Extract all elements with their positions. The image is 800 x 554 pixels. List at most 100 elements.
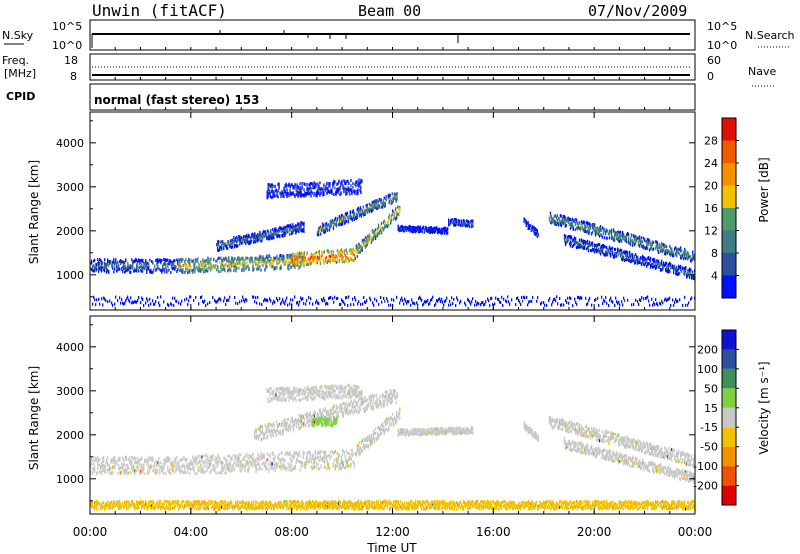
power-echo-cell xyxy=(654,240,657,244)
power-echo-cell xyxy=(373,202,375,205)
power-echo-cell xyxy=(290,193,292,197)
power-echo-cell xyxy=(375,201,377,205)
power-echo-cell xyxy=(287,303,289,307)
power-echo-cell xyxy=(445,299,447,303)
power-echo-cell xyxy=(170,259,172,263)
velocity-echo-cell xyxy=(315,461,317,465)
power-echo-cell xyxy=(234,245,236,249)
power-echo-cell xyxy=(560,224,563,228)
power-echo-cell xyxy=(661,247,663,251)
power-echo-cell xyxy=(326,227,329,231)
power-echo-cell xyxy=(246,298,248,302)
power-echo-cell xyxy=(261,263,263,266)
power-echo-cell xyxy=(624,259,626,262)
power-echo-cell xyxy=(321,225,324,229)
power-echo-cell xyxy=(344,186,346,190)
power-echo-cell xyxy=(392,213,394,217)
velocity-echo-cell xyxy=(128,458,130,462)
power-echo-cell xyxy=(299,252,301,256)
power-echo-cell xyxy=(692,250,694,254)
power-colorbar-swatch xyxy=(722,140,736,163)
velocity-echo-cell xyxy=(288,466,290,470)
power-echo-cell xyxy=(209,266,211,270)
power-echo-cell xyxy=(349,211,351,215)
power-echo-cell xyxy=(687,303,689,307)
power-echo-cell xyxy=(187,267,189,271)
power-echo-cell xyxy=(318,191,320,195)
velocity-echo-cell xyxy=(188,461,190,465)
power-echo-cell xyxy=(404,225,406,229)
power-echo-cell xyxy=(208,257,210,261)
power-echo-cell xyxy=(470,220,472,224)
power-echo-cell xyxy=(675,267,677,271)
power-echo-cell xyxy=(233,240,235,244)
power-echo-cell xyxy=(105,262,107,266)
power-echo-cell xyxy=(361,211,363,215)
power-echo-cell xyxy=(357,246,359,250)
power-echo-cell xyxy=(374,199,376,203)
power-echo-cell xyxy=(244,239,246,243)
velocity-echo-cell xyxy=(131,467,133,471)
velocity-echo-cell xyxy=(232,454,234,458)
power-echo-cell xyxy=(101,264,103,268)
power-echo-cell xyxy=(671,249,673,253)
velocity-echo-cell xyxy=(210,469,212,473)
power-echo-cell xyxy=(111,262,113,266)
power-echo-cell xyxy=(489,304,491,308)
power-echo-cell xyxy=(171,261,173,265)
power-echo-cell xyxy=(339,222,342,226)
power-echo-cell xyxy=(468,220,470,224)
power-echo-cell xyxy=(309,184,311,188)
velocity-echo-cell xyxy=(242,458,244,462)
power-echo-cell xyxy=(393,193,395,197)
power-echo-cell xyxy=(163,268,165,272)
power-colorbar-swatch xyxy=(722,208,736,231)
power-echo-cell xyxy=(163,258,165,261)
power-echo-cell xyxy=(491,296,493,300)
power-echo-cell xyxy=(527,226,529,230)
power-echo-cell xyxy=(337,296,339,300)
power-echo-cell xyxy=(348,258,350,262)
power-echo-cell xyxy=(569,244,572,248)
power-echo-cell xyxy=(502,304,504,307)
power-echo-cell xyxy=(546,303,548,307)
power-echo-cell xyxy=(269,236,271,240)
power-echo-cell xyxy=(205,260,207,264)
power-echo-cell xyxy=(549,211,552,215)
power-echo-cell xyxy=(606,229,609,233)
velocity-echo-cell xyxy=(229,463,231,467)
power-echo-cell xyxy=(269,194,271,198)
power-echo-cell xyxy=(181,260,183,263)
power-echo-cell xyxy=(628,255,630,259)
power-echo-cell xyxy=(602,227,605,231)
power-echo-cell xyxy=(627,236,630,240)
power-echo-cell xyxy=(320,250,322,254)
velocity-echo-cell xyxy=(169,468,171,472)
velocity-echo-cell xyxy=(295,461,297,465)
power-echo-cell xyxy=(301,193,303,197)
power-echo-cell xyxy=(285,193,287,196)
power-echo-cell xyxy=(343,187,345,190)
velocity-echo-cell xyxy=(214,468,216,472)
power-echo-cell xyxy=(670,262,672,266)
power-echo-cell xyxy=(351,217,353,221)
velocity-echo-cell xyxy=(149,457,151,461)
power-echo-cell xyxy=(309,186,311,190)
power-echo-cell xyxy=(267,192,269,196)
power-echo-cell xyxy=(189,264,191,268)
power-echo-cell xyxy=(621,231,624,234)
velocity-echo-cell xyxy=(279,465,281,469)
velocity-echo-cell xyxy=(211,455,213,458)
power-echo-cell xyxy=(688,273,690,277)
power-echo-cell xyxy=(290,265,292,269)
power-echo-cell xyxy=(328,190,330,194)
power-echo-cell xyxy=(688,255,690,259)
velocity-echo-cell xyxy=(150,463,152,467)
power-echo-cell xyxy=(246,261,248,265)
power-echo-cell xyxy=(665,268,667,272)
power-echo-cell xyxy=(335,224,338,228)
velocity-echo-cell xyxy=(200,455,202,459)
velocity-echo-cell xyxy=(247,468,249,472)
power-echo-cell xyxy=(412,229,414,233)
power-echo-cell xyxy=(408,225,410,228)
